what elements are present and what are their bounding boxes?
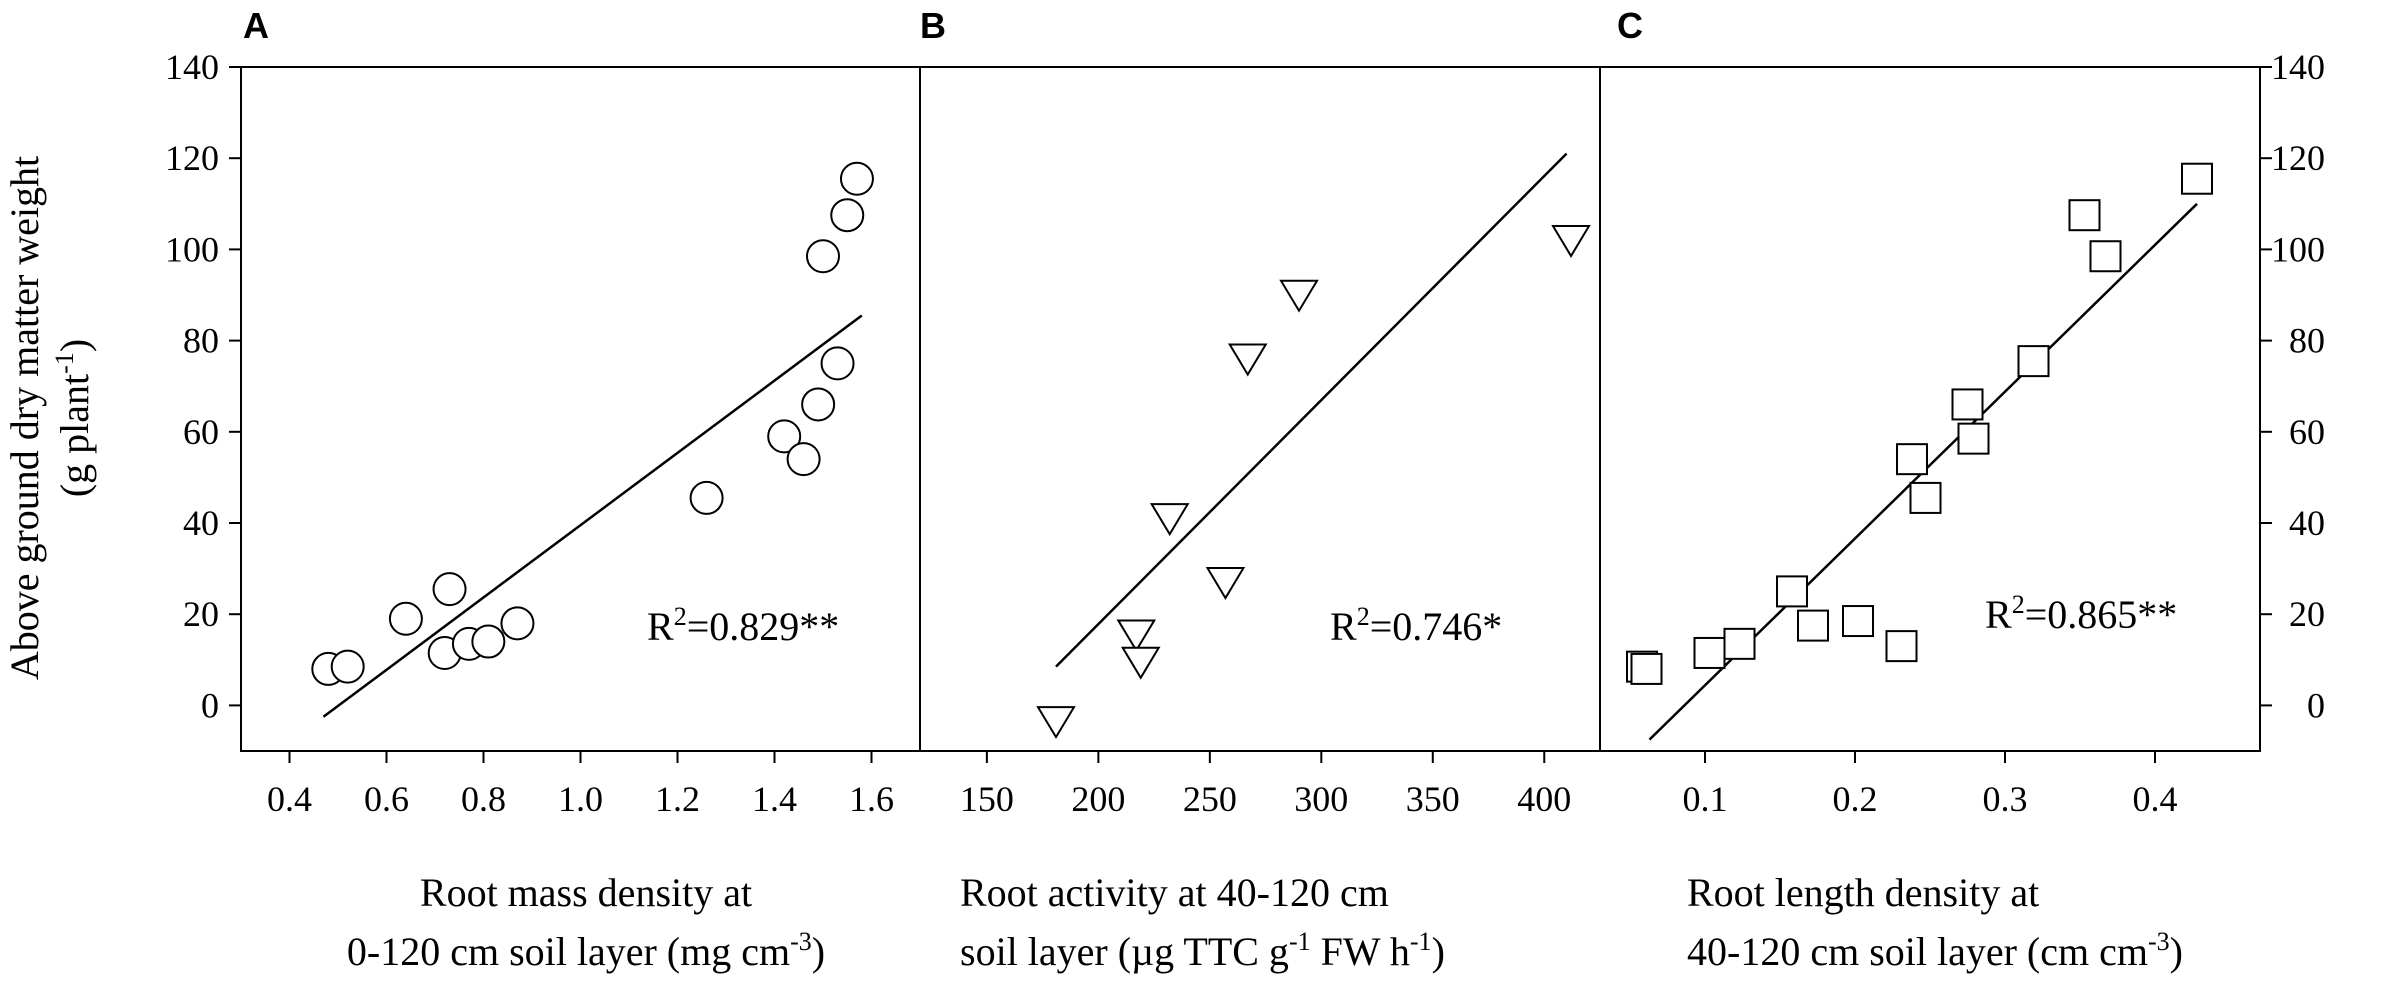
x-tick-label: 1.6 — [849, 779, 894, 819]
y-tick-label: 140 — [2271, 47, 2325, 87]
panel-b-x-axis-title-line2: soil layer (µg TTC g-1 FW h-1) — [960, 927, 1445, 974]
data-point-square — [2017, 345, 2050, 378]
panel-a-x-axis-title-line1: Root mass density at — [420, 870, 752, 915]
data-point-circle — [330, 649, 365, 684]
data-point-square — [1957, 422, 1990, 455]
y-tick-label: 20 — [183, 594, 219, 634]
data-point-triangle — [1116, 619, 1157, 653]
data-point-triangle — [1205, 567, 1246, 600]
data-point-triangle — [1279, 279, 1319, 313]
x-tick-label: 0.6 — [364, 779, 409, 819]
y-tick-label: 40 — [2289, 503, 2325, 543]
y-tick-label: 100 — [2271, 229, 2325, 269]
data-point-square — [1885, 630, 1918, 663]
data-point-circle — [806, 239, 840, 274]
x-tick-label: 400 — [1517, 779, 1571, 819]
data-point-circle — [839, 161, 874, 196]
data-point-square — [1896, 443, 1928, 476]
x-tick-label: 1.2 — [655, 779, 700, 819]
data-point-square — [2089, 240, 2122, 273]
data-point-circle — [820, 346, 855, 381]
x-tick-label: 250 — [1183, 779, 1237, 819]
y-tick-label: 80 — [2289, 321, 2325, 361]
x-tick-label: 0.4 — [2133, 779, 2178, 819]
x-tick-label: 0.2 — [1833, 779, 1878, 819]
data-point-square — [1842, 605, 1874, 638]
panel-a-label: A — [243, 5, 269, 46]
panel-a: A 0.4 0.6 0.8 1.0 1.2 1.4 1.6 0 20 40 60 80 100 120 14… — [165, 5, 921, 974]
data-point-square — [2068, 199, 2101, 232]
y-tick-label: 120 — [2271, 138, 2325, 178]
y-tick-label: 40 — [183, 503, 219, 543]
panel-b-label: B — [920, 5, 946, 46]
data-point-square — [2181, 162, 2213, 195]
panel-b-x-axis-title-line1: Root activity at 40-120 cm — [960, 870, 1389, 915]
x-tick-label: 0.3 — [1983, 779, 2028, 819]
data-point-square — [1951, 388, 1984, 421]
data-point-circle — [500, 606, 535, 641]
x-tick-label: 1.4 — [752, 779, 797, 819]
panel-b-r2-label: R2=0.746* — [1330, 602, 1502, 649]
panel-c-x-axis-title-line1: Root length density at — [1687, 870, 2039, 915]
data-point-square — [1630, 652, 1663, 685]
data-point-square — [1723, 627, 1756, 660]
x-tick-label: 0.8 — [461, 779, 506, 819]
panel-a-x-axis-title-line2: 0-120 cm soil layer (mg cm-3) — [347, 927, 825, 974]
panel-b-plot-area: 150 200 250 300 350 400 — [919, 66, 1601, 819]
data-point-triangle — [1036, 706, 1076, 740]
y-tick-label: 0 — [2307, 685, 2325, 725]
data-point-circle — [767, 419, 802, 454]
panel-c-frame — [1599, 66, 2261, 752]
data-point-triangle — [1149, 503, 1190, 537]
y-tick-label: 100 — [165, 229, 219, 269]
data-point-circle — [388, 601, 423, 636]
data-point-circle — [432, 572, 467, 607]
panel-a-r2-label: R2=0.829** — [647, 602, 839, 649]
data-point-circle — [801, 387, 836, 422]
y-tick-label: 140 — [165, 47, 219, 87]
panel-a-regression-line — [322, 314, 863, 718]
y-tick-label: 60 — [2289, 412, 2325, 452]
panel-c: C 0.1 0.2 0.3 0.4 0 20 40 60 80 100 120 140 R2=0.86… — [1599, 5, 2325, 974]
panel-a-plot-area: 0.4 0.6 0.8 1.0 1.2 1.4 1.6 0 20 40 60 80 100 120 140 — [165, 47, 921, 819]
y-tick-label: 60 — [183, 412, 219, 452]
data-point-square — [1909, 481, 1942, 514]
data-point-triangle — [1227, 343, 1268, 377]
data-point-square — [1693, 636, 1726, 669]
data-point-circle — [471, 624, 506, 659]
y-axis-unit: (g plant-1) — [50, 339, 97, 497]
panel-b-regression-line — [1055, 152, 1568, 668]
y-axis-title: Above ground dry matter weight — [2, 156, 47, 680]
panel-c-label: C — [1617, 5, 1643, 46]
x-tick-label: 1.0 — [558, 779, 603, 819]
x-tick-label: 300 — [1294, 779, 1348, 819]
x-tick-label: 350 — [1406, 779, 1460, 819]
data-point-triangle — [1120, 646, 1161, 680]
y-tick-label: 0 — [201, 685, 219, 725]
panel-c-plot-area: 0.1 0.2 0.3 0.4 0 20 40 60 80 100 120 140 — [1599, 47, 2325, 819]
y-tick-label: 80 — [183, 321, 219, 361]
panel-c-x-axis-title-line2: 40-120 cm soil layer (cm cm-3) — [1687, 927, 2183, 974]
panel-c-r2-label: R2=0.865** — [1985, 590, 2177, 637]
data-point-triangle — [1551, 225, 1591, 258]
data-point-square — [1776, 575, 1808, 608]
data-point-square — [1797, 609, 1829, 642]
x-tick-label: 200 — [1071, 779, 1125, 819]
x-tick-label: 150 — [960, 779, 1014, 819]
panel-b: B 150 200 250 300 350 400 R2=0.746* Root acti… — [919, 5, 1601, 974]
y-tick-label: 20 — [2289, 594, 2325, 634]
x-tick-label: 0.4 — [267, 779, 312, 819]
data-point-circle — [689, 480, 724, 515]
data-point-circle — [830, 198, 865, 233]
y-tick-label: 120 — [165, 138, 219, 178]
x-tick-label: 0.1 — [1683, 779, 1728, 819]
data-point-circle — [786, 442, 821, 477]
